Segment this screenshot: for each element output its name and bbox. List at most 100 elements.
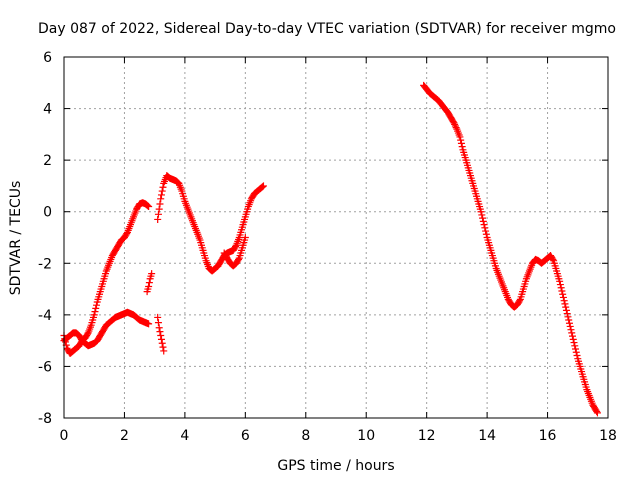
data-point: [235, 255, 243, 263]
data-point: [450, 119, 458, 127]
data-point: [568, 329, 576, 337]
data-point: [567, 326, 575, 334]
data-point: [556, 277, 564, 285]
y-tick-label: 4: [43, 102, 52, 118]
x-tick-label: 4: [180, 428, 189, 444]
series-segment-5: [154, 172, 267, 275]
data-point: [90, 311, 98, 319]
data-point: [157, 331, 165, 339]
x-tick-label: 14: [478, 428, 496, 444]
data-point: [480, 221, 488, 229]
x-tick-label: 2: [120, 428, 129, 444]
data-point: [158, 339, 166, 347]
x-tick-label: 8: [301, 428, 310, 444]
data-point: [569, 335, 577, 343]
y-tick-label: 6: [43, 50, 52, 66]
data-point: [558, 287, 566, 295]
data-point: [565, 319, 573, 327]
data-point: [566, 322, 574, 330]
data-point: [157, 335, 165, 343]
data-point: [154, 319, 162, 327]
data-point: [159, 183, 167, 191]
data-point: [156, 328, 164, 336]
data-point: [241, 234, 249, 241]
data-point: [154, 215, 162, 223]
data-point: [568, 332, 576, 340]
data-point: [561, 300, 569, 308]
data-point: [559, 290, 567, 298]
data-point: [258, 183, 266, 191]
data-point: [145, 320, 153, 328]
data-point: [457, 136, 465, 144]
data-point: [479, 217, 487, 225]
data-point: [452, 124, 460, 132]
data-point: [145, 203, 153, 211]
y-tick-labels: -8 -6 -4 -2 0 2 4 6: [38, 50, 52, 427]
data-point: [451, 120, 459, 128]
data-point: [557, 284, 565, 292]
data-point: [157, 195, 165, 203]
data-point: [556, 281, 564, 289]
data-point: [92, 304, 100, 312]
grid-lines: [64, 57, 608, 418]
data-point: [143, 201, 151, 209]
data-point: [516, 297, 524, 305]
data-point: [259, 182, 267, 190]
data-point: [573, 351, 581, 359]
data-point: [159, 343, 167, 351]
data-point: [155, 324, 163, 332]
data-point: [148, 270, 156, 278]
data-point: [593, 408, 601, 416]
y-tick-label: -2: [38, 256, 52, 272]
data-point: [123, 230, 131, 238]
data-point: [144, 202, 152, 210]
y-tick-label: -6: [38, 359, 52, 375]
series-segment-3: [143, 270, 156, 296]
data-point: [482, 227, 490, 235]
data-point: [92, 301, 100, 309]
series-segment-6: [220, 234, 249, 270]
x-axis-label: GPS time / hours: [277, 458, 394, 474]
data-point: [572, 345, 580, 353]
data-point: [145, 279, 153, 287]
data-point: [562, 306, 570, 314]
series-segment-4: [154, 313, 168, 355]
y-axis-label: SDTVAR / TECUs: [8, 181, 24, 296]
data-point: [145, 282, 153, 290]
data-point: [158, 187, 166, 195]
data-point: [259, 183, 267, 191]
data-point: [563, 310, 571, 318]
chart-title: Day 087 of 2022, Sidereal Day-to-day VTE…: [38, 21, 616, 37]
data-point: [564, 313, 572, 321]
data-point: [481, 224, 489, 232]
data-point: [156, 200, 164, 208]
x-tick-label: 0: [60, 428, 69, 444]
x-tick-label: 18: [599, 428, 617, 444]
y-tick-label: -4: [38, 308, 52, 324]
data-point: [458, 143, 466, 151]
data-point: [479, 214, 487, 222]
data-point: [571, 342, 579, 350]
data-point: [549, 255, 557, 263]
data-point: [154, 210, 162, 218]
data-point: [160, 347, 168, 355]
y-tick-label: 0: [43, 205, 52, 221]
series-segment-7: [420, 81, 601, 417]
data-point: [593, 409, 601, 417]
x-tick-labels: 0 2 4 6 8 10 12 14 16 18: [60, 428, 617, 444]
x-tick-label: 6: [241, 428, 250, 444]
x-tick-label: 12: [418, 428, 436, 444]
data-point: [482, 230, 490, 238]
data-point: [83, 330, 91, 338]
data-point: [456, 133, 464, 141]
axis-ticks: [63, 56, 609, 419]
y-tick-label: -8: [38, 411, 52, 427]
plot-frame: [63, 56, 609, 419]
x-tick-label: 10: [357, 428, 375, 444]
data-point: [560, 297, 568, 305]
data-point: [457, 139, 465, 147]
data-point: [572, 348, 580, 356]
data-point: [478, 211, 486, 219]
data-point: [91, 308, 99, 316]
